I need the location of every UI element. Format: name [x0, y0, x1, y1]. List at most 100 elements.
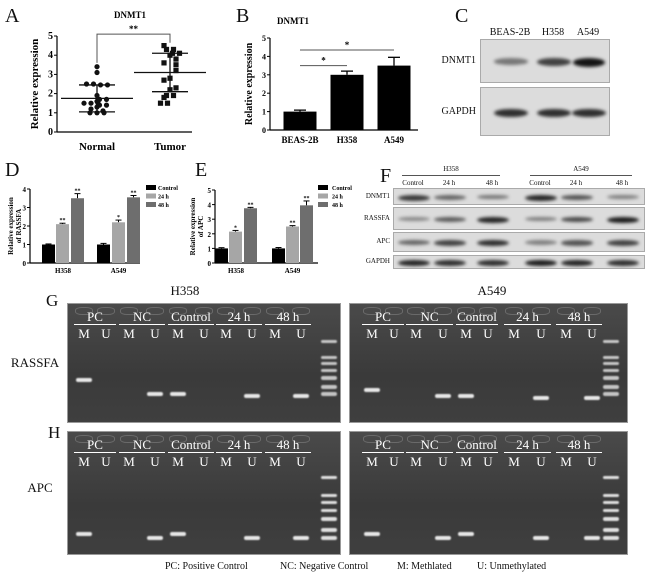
lane-group-label: 48 h [276, 437, 300, 452]
data-point [173, 67, 179, 74]
protein-band [477, 260, 509, 267]
bar [330, 74, 364, 130]
gel-well [532, 307, 550, 315]
ladder-band [603, 535, 619, 540]
protein-band [434, 240, 466, 246]
panel-label-a: A [5, 5, 20, 27]
dna-band [147, 536, 163, 540]
significance-bracket [96, 33, 171, 63]
bar [286, 226, 299, 263]
ladder-band [603, 517, 619, 522]
bar [244, 208, 257, 263]
caption-u: U: Unmethylated [477, 561, 547, 572]
lane-label: M [220, 454, 232, 469]
panel-label-d: D [5, 159, 20, 181]
blot-row-label: DNMT1 [365, 191, 390, 200]
blot-strip [393, 207, 645, 230]
bar [97, 244, 110, 263]
lane-group-label: Control [457, 309, 497, 324]
gel-well [583, 307, 601, 315]
gel-well [97, 435, 115, 443]
data-point [161, 94, 167, 101]
y-tick-label: 1 [262, 108, 266, 117]
dna-band [170, 532, 186, 536]
gel-well [457, 307, 475, 315]
y-tick-label: 4 [23, 186, 27, 194]
bar [112, 222, 125, 263]
ladder-band [321, 392, 337, 397]
data-point [94, 69, 100, 76]
data-point [164, 100, 171, 106]
blot-column-label: A549 [576, 27, 600, 38]
ladder-band [321, 376, 337, 381]
ladder-band [603, 369, 619, 372]
ladder-band [321, 361, 337, 365]
y-axis-label: Relative expressionof RASSFA [7, 197, 23, 255]
data-point [90, 81, 97, 87]
ladder-band [321, 535, 337, 540]
lane-group-underline [556, 324, 602, 325]
lane-group-underline [504, 452, 551, 453]
data-point [157, 100, 164, 106]
y-tick-label: 5 [262, 34, 266, 43]
data-point [94, 64, 100, 70]
ladder-band [321, 385, 337, 390]
lane-group-label: NC [420, 437, 439, 452]
ladder-band [603, 385, 619, 390]
legend-swatch [318, 193, 328, 199]
gel-well [532, 435, 550, 443]
y-tick-label: 5 [48, 31, 53, 42]
blot-group-label: A549 [573, 165, 589, 173]
lane-label: U [438, 326, 448, 341]
dna-band [244, 394, 260, 398]
cell-line-title: A549 [477, 283, 507, 298]
protein-band [573, 58, 605, 67]
y-tick-label: 2 [262, 89, 266, 98]
lane-label: U [483, 454, 493, 469]
caption-nc: NC: Negative Control [280, 561, 369, 572]
x-tick-label: H358 [55, 267, 71, 275]
gel-well [557, 435, 575, 443]
lane-label: M [78, 326, 90, 341]
protein-band [434, 194, 466, 200]
data-point [101, 110, 107, 116]
significance-label: ** [290, 221, 296, 227]
bar [300, 205, 313, 263]
lane-label: M [172, 326, 184, 341]
legend-label: Control [158, 186, 178, 192]
gel-well [385, 435, 403, 443]
gel-well [292, 307, 310, 315]
caption-pc: PC: Positive Control [165, 561, 248, 572]
ladder-band [603, 509, 619, 513]
legend-caption: PC: Positive Control NC: Negative Contro… [165, 561, 565, 575]
bar [56, 224, 69, 263]
group-underline [530, 175, 632, 176]
protein-band [398, 194, 430, 201]
gel-well [120, 435, 138, 443]
protein-band [561, 216, 593, 223]
bar [229, 231, 242, 263]
dna-band [293, 536, 309, 540]
lane-group-underline [406, 452, 453, 453]
gel-well [243, 307, 261, 315]
protein-band [525, 240, 557, 245]
gel-well [266, 435, 284, 443]
lane-label: U [101, 454, 111, 469]
y-tick-label: 4 [48, 50, 53, 61]
lane-label: U [199, 326, 209, 341]
x-tick-label: H358 [228, 267, 244, 275]
x-tick-label: Tumor [154, 141, 186, 153]
gel-well [363, 435, 381, 443]
protein-band [525, 260, 557, 267]
lane-group-underline [456, 452, 498, 453]
blot-row-label: DNMT1 [441, 55, 476, 66]
y-tick-label: 1 [23, 242, 27, 250]
lane-group-underline [362, 324, 404, 325]
protein-band [494, 108, 528, 117]
cell-line-title: H358 [170, 283, 200, 298]
group-underline [402, 175, 500, 176]
lane-label: M [460, 326, 472, 341]
legend-label: 24 h [332, 195, 344, 201]
protein-band [607, 260, 639, 267]
